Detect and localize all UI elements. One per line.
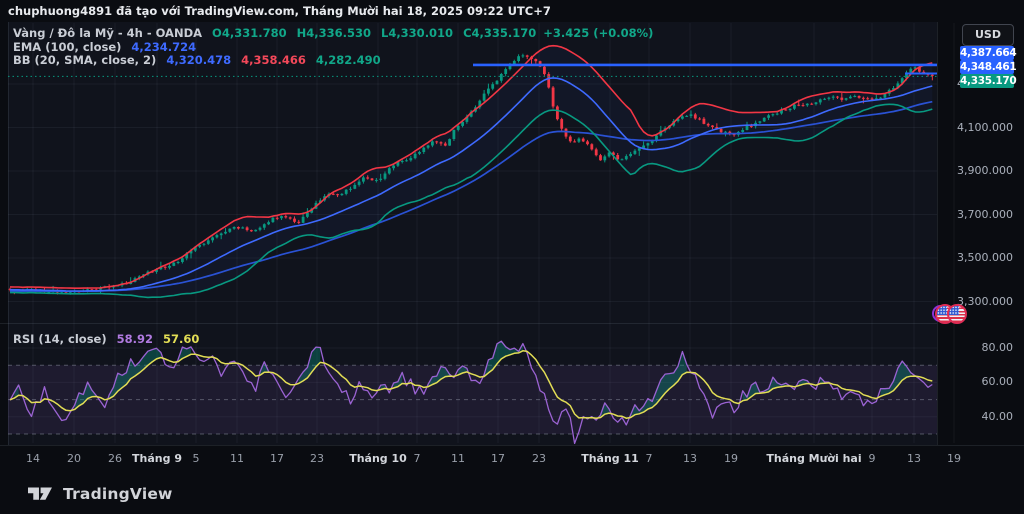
attribution-text: chuphuong4891 đã tạo với TradingView.com… xyxy=(8,4,551,18)
bb-legend-row[interactable]: BB (20, SMA, close, 2) 4,320.478 4,358.4… xyxy=(13,54,653,68)
ema-value: 4,234.724 xyxy=(131,40,196,54)
tradingview-logo-icon xyxy=(28,486,54,502)
close-value: 4,335.170 xyxy=(472,26,537,40)
tradingview-chart-snapshot: chuphuong4891 đã tạo với TradingView.com… xyxy=(0,0,1024,514)
tradingview-brand-text: TradingView xyxy=(63,485,173,503)
price-badge-last: 4,335.170 xyxy=(960,74,1014,88)
rsi-label: RSI (14, close) xyxy=(13,332,107,346)
bb-label: BB (20, SMA, close, 2) xyxy=(13,53,156,67)
us-flag-sticker xyxy=(932,304,970,326)
attribution-bar: chuphuong4891 đã tạo với TradingView.com… xyxy=(8,2,551,20)
us-flag-icon xyxy=(947,304,967,324)
ema-label: EMA (100, close) xyxy=(13,40,121,54)
change-value: +3.425 (+0.08%) xyxy=(543,26,653,40)
rsi-value: 58.92 xyxy=(117,332,153,346)
main-chart-legend[interactable]: Vàng / Đô la Mỹ - 4h - OANDA O4,331.780 … xyxy=(13,27,653,68)
price-badge-ray-4387: 4,387.664 xyxy=(960,46,1014,60)
open-value: 4,331.780 xyxy=(222,26,287,40)
rsi-ma-value: 57.60 xyxy=(163,332,199,346)
high-label: H xyxy=(297,26,307,40)
rsi-legend-row[interactable]: RSI (14, close) 58.92 57.60 xyxy=(13,332,199,346)
low-value: 4,330.010 xyxy=(388,26,453,40)
price-badge-ray-4348: 4,348.461 xyxy=(960,60,1014,74)
bb-lower-value: 4,282.490 xyxy=(316,53,381,67)
close-label: C xyxy=(463,26,471,40)
ema-legend-row[interactable]: EMA (100, close) 4,234.724 xyxy=(13,41,653,55)
currency-toggle-button[interactable]: USD xyxy=(962,24,1014,46)
symbol-title: Vàng / Đô la Mỹ - 4h - OANDA xyxy=(13,26,202,40)
bb-upper-value: 4,358.466 xyxy=(241,53,306,67)
symbol-legend-row[interactable]: Vàng / Đô la Mỹ - 4h - OANDA O4,331.780 … xyxy=(13,27,653,41)
high-value: 4,336.530 xyxy=(306,26,371,40)
chart-canvas[interactable] xyxy=(0,0,1024,514)
bb-basis-value: 4,320.478 xyxy=(166,53,231,67)
open-label: O xyxy=(212,26,222,40)
tradingview-footer[interactable]: TradingView xyxy=(28,482,173,506)
